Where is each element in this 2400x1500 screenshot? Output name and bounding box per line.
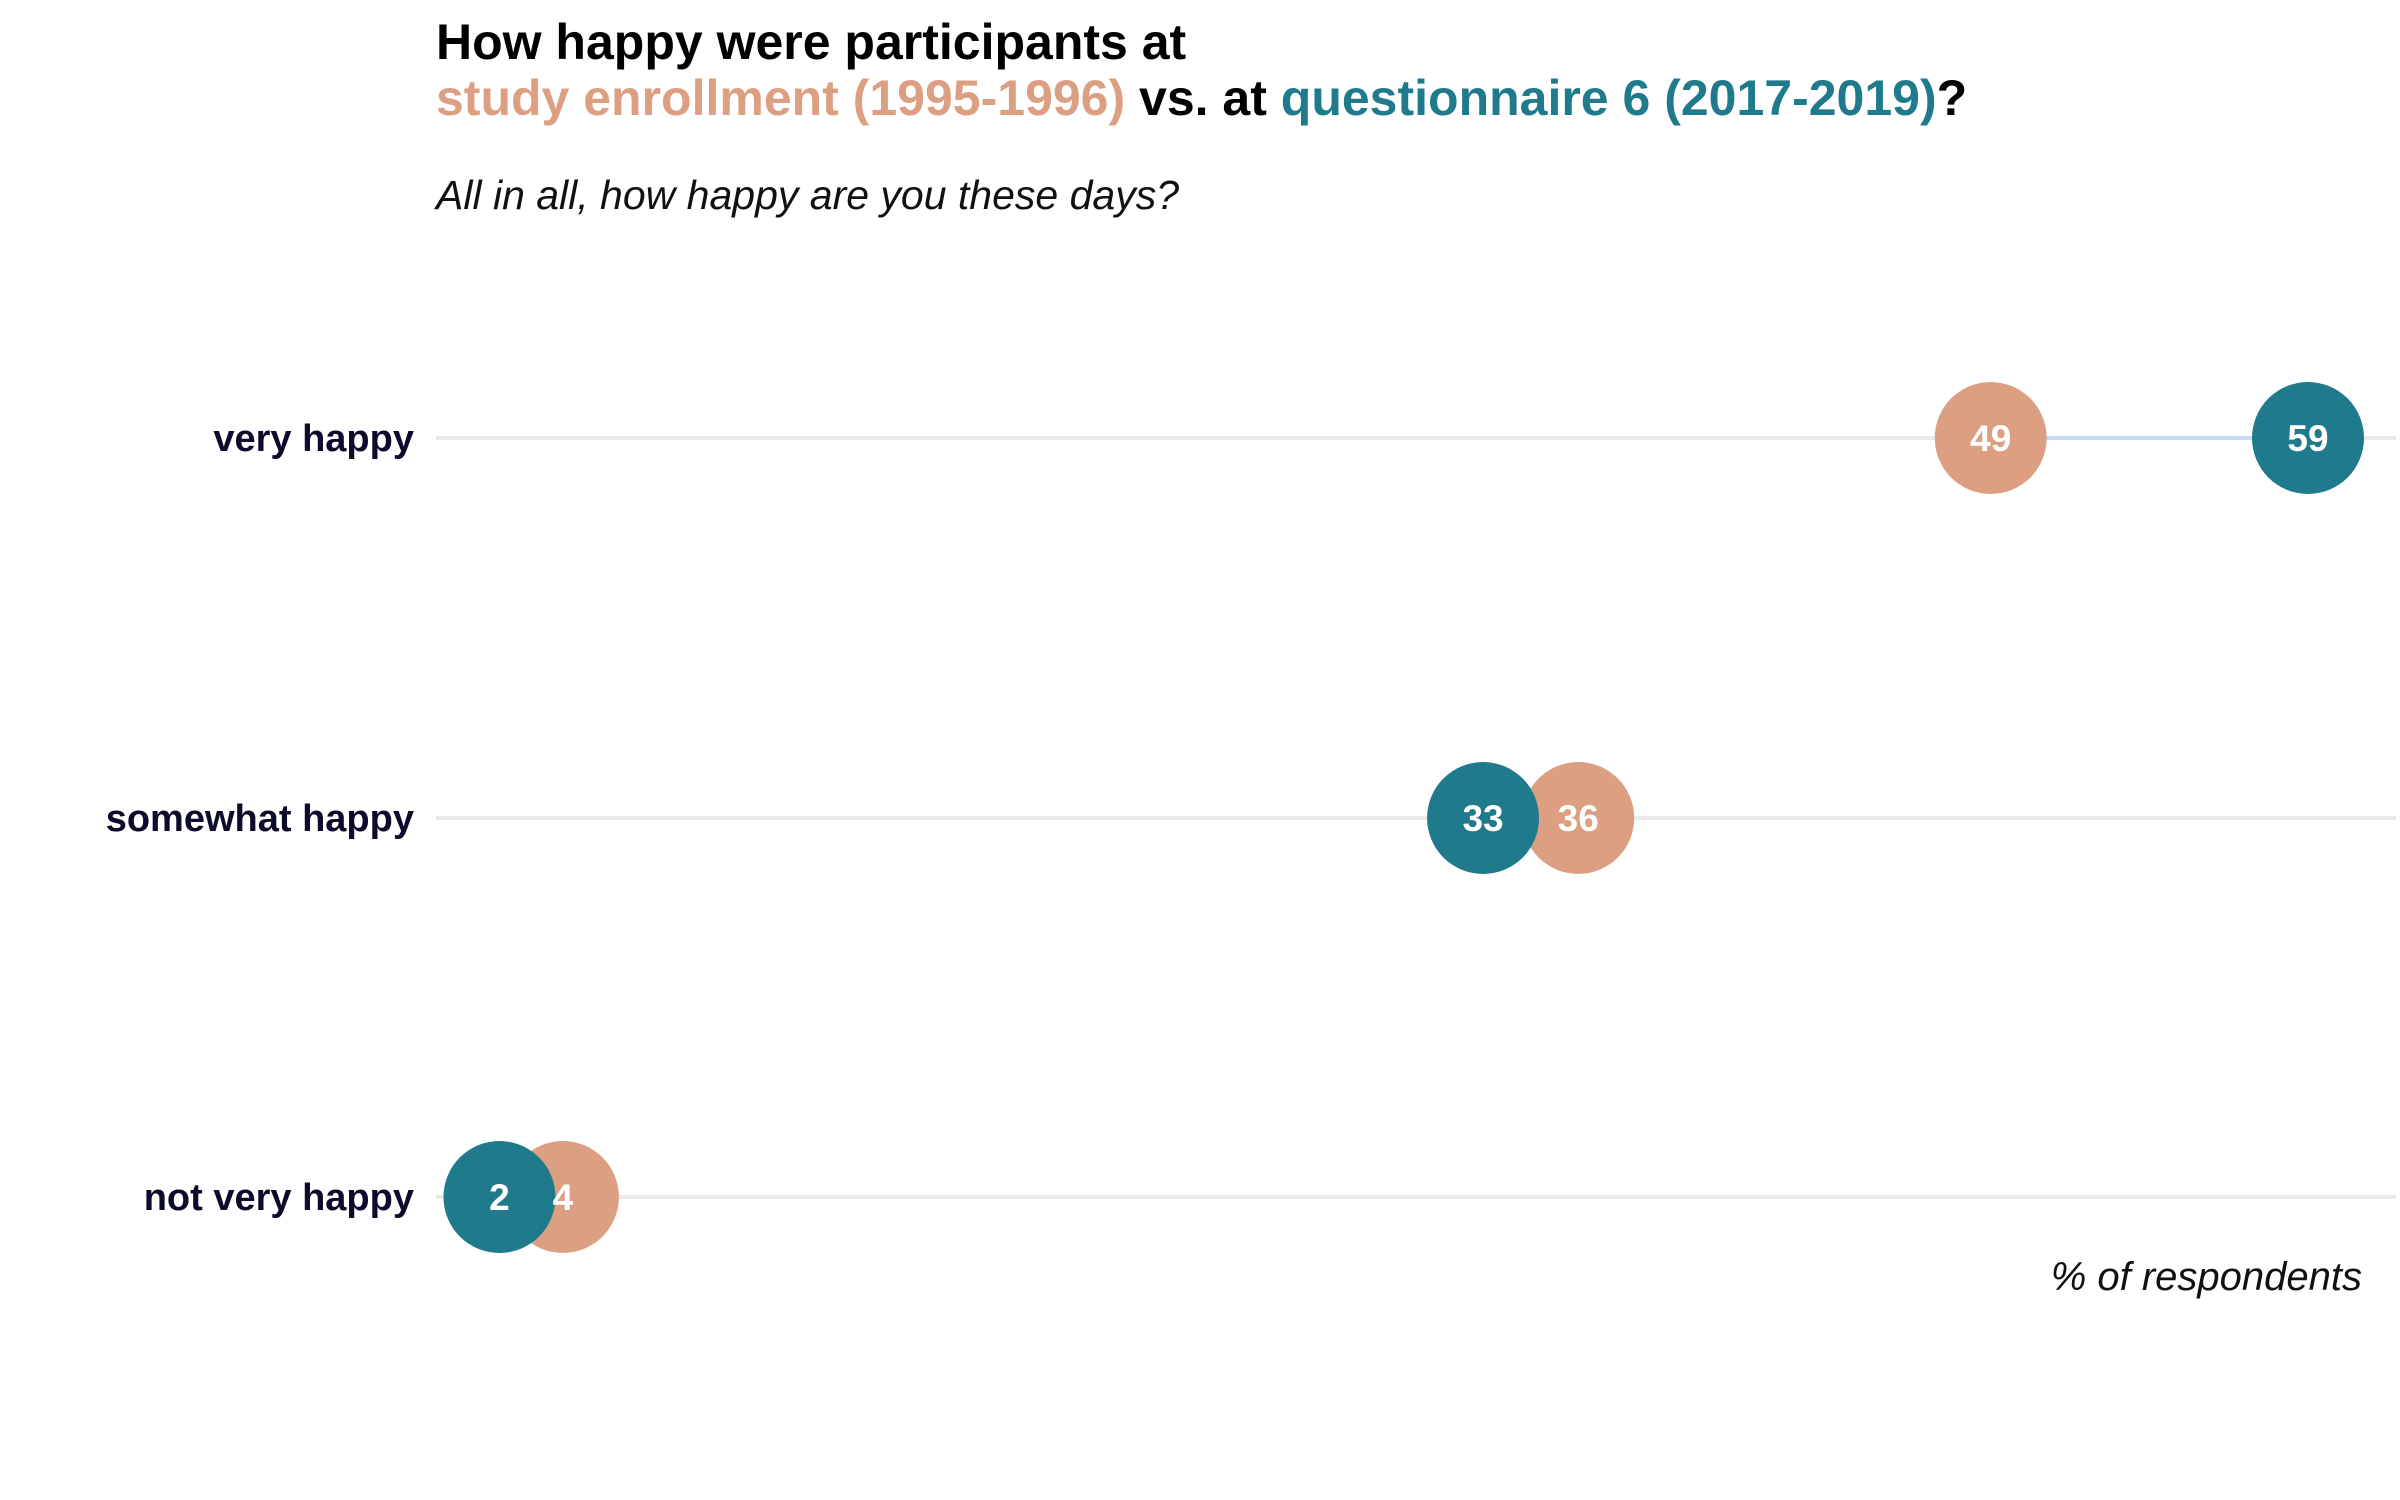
title-mid: vs. at xyxy=(1125,70,1281,126)
point-enrollment-very-happy xyxy=(1934,382,2047,494)
category-label-very-happy: very happy xyxy=(213,418,414,460)
value-label-questionnaire6-somewhat-happy: 33 xyxy=(1462,798,1503,839)
point-questionnaire6-very-happy xyxy=(2252,382,2364,494)
x-axis-note: % of respondents xyxy=(2051,1255,2362,1299)
category-label-not-very-happy: not very happy xyxy=(144,1177,414,1219)
chart-subtitle: All in all, how happy are you these days… xyxy=(436,172,1180,218)
point-enrollment-somewhat-happy xyxy=(1522,762,1635,874)
title-end: ? xyxy=(1936,70,1968,126)
chart-title: How happy were participants at study enr… xyxy=(436,14,1967,126)
value-label-enrollment-very-happy: 49 xyxy=(1970,418,2011,459)
value-label-enrollment-somewhat-happy: 36 xyxy=(1558,798,1599,839)
title-line1: How happy were participants at xyxy=(436,14,1187,70)
point-questionnaire6-not-very-happy xyxy=(443,1141,556,1253)
title-series-enrollment: study enrollment (1995-1996) xyxy=(436,70,1126,126)
value-label-enrollment-not-very-happy: 4 xyxy=(553,1177,574,1218)
title-series-questionnaire6: questionnaire 6 (2017-2019) xyxy=(1280,70,1937,126)
point-questionnaire6-somewhat-happy xyxy=(1427,762,1540,874)
value-label-questionnaire6-not-very-happy: 2 xyxy=(489,1177,510,1218)
value-label-questionnaire6-very-happy: 59 xyxy=(2287,418,2328,459)
category-label-somewhat-happy: somewhat happy xyxy=(106,798,414,840)
